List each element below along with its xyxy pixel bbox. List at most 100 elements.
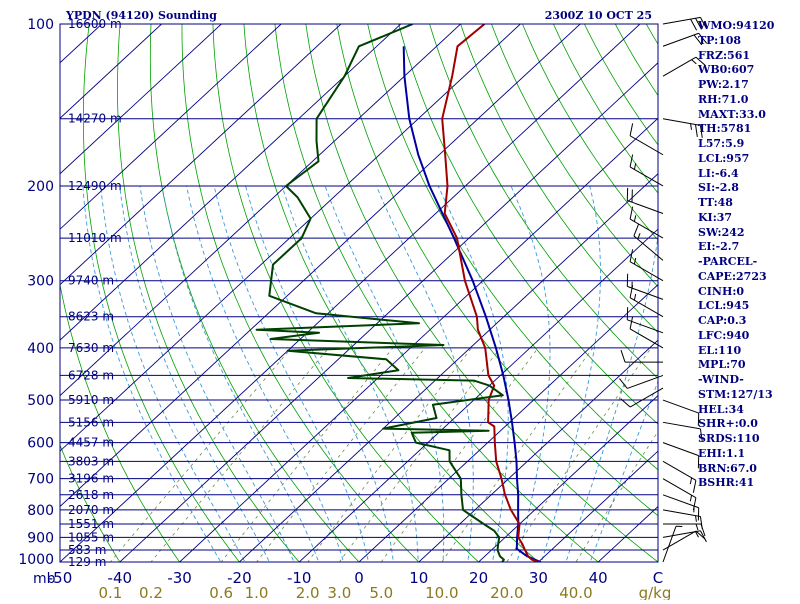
mixing-ratio-tick-label: 40.0 [559,584,592,600]
height-label: 3196 m [68,472,114,486]
dewpoint-trace [257,24,504,563]
wind-barb-half-flag [692,60,697,64]
moist-adiabat-line [538,186,600,573]
index-item: LI:-6.4 [698,168,739,180]
mixing-ratio-tick-label: 2.0 [296,584,320,600]
index-item: KI:37 [698,212,732,224]
index-item: CAP:0.3 [698,315,746,327]
wind-barb-half-flag [695,516,696,522]
height-label: 11010 m [68,231,122,245]
dry-adiabat-line [118,12,310,573]
wind-barb-flag [634,224,639,236]
wind-barb [663,119,702,138]
index-item: SHR+:0.0 [698,418,758,430]
mixing-ratio-line [569,348,713,574]
mixing-ratio-tick-label: 1.0 [245,584,269,600]
temperature-tick-label: -30 [167,569,192,587]
wind-barb-flag [693,480,696,492]
index-item: FRZ:561 [698,50,750,62]
dry-adiabat-line [518,12,800,573]
wind-barb-flag [630,123,633,135]
index-item: EI:-2.7 [698,241,739,253]
isotherm-line [0,12,55,573]
temperature-tick-label: 20 [469,569,488,587]
wind-barb-staff [663,57,696,76]
mixing-ratio-lines [101,348,713,574]
index-item: SRDS:110 [698,433,760,445]
pressure-tick-label: 100 [27,17,54,33]
index-item: RH:71.0 [698,94,748,106]
index-item: -WIND- [698,374,744,386]
index-item: EL:110 [698,345,741,357]
mixing-ratio-line [212,348,393,574]
index-item: CAPE:2723 [698,271,767,283]
wind-barb-half-flag [634,294,635,300]
mixing-ratio-line [299,348,472,574]
wind-barb [621,350,663,362]
index-item: EHI:1.1 [698,448,745,460]
isobars [60,24,658,562]
wind-barb-staff [663,119,700,126]
isotherm-line [526,12,800,573]
mixing-ratio-tick-label: 5.0 [369,584,393,600]
dry-adiabat-line [243,12,551,573]
dewpoint-line [257,24,504,563]
height-label: 6728 m [68,368,114,382]
temperature-tick-label: 0 [354,569,364,587]
index-item: SI:-2.8 [698,182,739,194]
dry-adiabat-line [792,12,800,573]
pressure-tick-label: 900 [27,530,54,546]
mixing-ratio-tick-label: g/kg [639,584,672,600]
index-item: MPL:70 [698,359,746,371]
height-label: 9740 m [68,274,114,288]
mixing-ratio-line [101,348,292,574]
index-item: HEL:34 [698,404,744,416]
wind-barb-half-flag [690,478,691,484]
height-label: 7630 m [68,341,114,355]
wind-barb-half-flag [634,215,635,221]
height-label: 14270 m [68,112,122,126]
index-item: -PARCEL- [698,256,757,268]
height-label: 3803 m [68,454,114,468]
mixing-ratio-tick-label: 3.0 [327,584,351,600]
dry-adiabat-line [548,12,800,573]
pressure-tick-label: 600 [27,436,54,452]
moist-adiabat-line [162,186,323,573]
wind-barb-staff [663,510,700,517]
dry-adiabat-line [579,12,800,573]
wind-barb-half-flag [691,124,692,130]
plot-frame [60,24,658,562]
wind-barb [663,531,706,542]
wind-barb-staff [663,17,700,24]
wind-barb-staff [634,236,663,260]
moist-adiabat-line [187,186,347,573]
index-item: BRN:67.0 [698,463,757,475]
index-item: CINH:0 [698,286,744,298]
isotherm-line [108,12,713,573]
height-label: 4457 m [68,436,114,450]
index-item: TT:48 [698,197,733,209]
mixing-ratio-tick-label: 0.6 [209,584,233,600]
height-label: 2618 m [68,488,114,502]
mixing-ratio-tick-label: 20.0 [490,584,523,600]
pressure-tick-label: 400 [27,341,54,357]
height-label: 2070 m [68,503,114,517]
height-label: 5156 m [68,415,114,429]
isotherm-line [0,12,354,573]
mixing-ratio-tick-label: 0.2 [139,584,163,600]
wind-barb [663,400,699,426]
wind-barb-flag [630,317,633,329]
pressure-tick-label: 500 [27,393,54,409]
dry-adiabat-line [150,12,369,573]
wind-barb-staff [663,422,700,429]
dry-adiabat-line [762,12,800,573]
wind-barb-staff [663,461,696,480]
isotherm-line [0,12,294,573]
mixing-ratio-tick-label: 0.1 [98,584,122,600]
index-item: MAXT:33.0 [698,109,766,121]
wind-barb-flag [630,207,633,219]
wind-barb-flag [701,524,705,536]
